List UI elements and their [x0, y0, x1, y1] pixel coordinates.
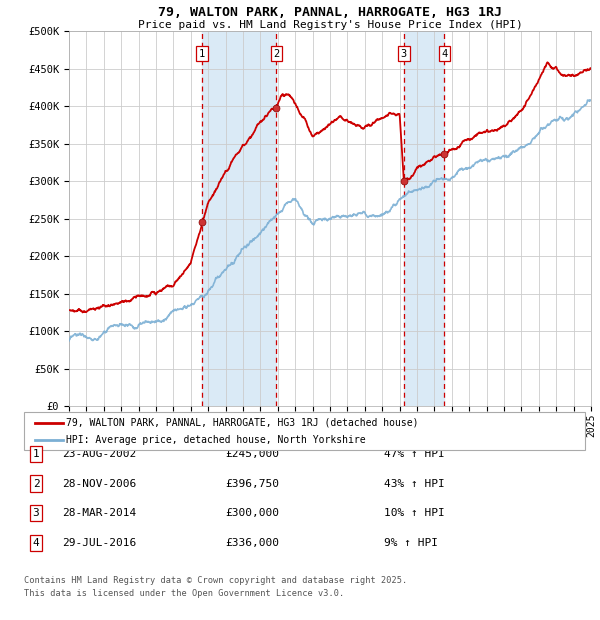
- Text: £396,750: £396,750: [225, 479, 279, 489]
- Text: 3: 3: [32, 508, 40, 518]
- Text: Contains HM Land Registry data © Crown copyright and database right 2025.: Contains HM Land Registry data © Crown c…: [24, 575, 407, 585]
- Text: 9% ↑ HPI: 9% ↑ HPI: [384, 538, 438, 548]
- Text: 28-MAR-2014: 28-MAR-2014: [62, 508, 136, 518]
- Text: Price paid vs. HM Land Registry's House Price Index (HPI): Price paid vs. HM Land Registry's House …: [137, 20, 523, 30]
- Bar: [202, 31, 276, 406]
- Text: £300,000: £300,000: [225, 508, 279, 518]
- Bar: [404, 31, 445, 406]
- Text: 23-AUG-2002: 23-AUG-2002: [62, 449, 136, 459]
- Text: 4: 4: [442, 48, 448, 58]
- Text: 3: 3: [401, 48, 407, 58]
- Text: 2: 2: [32, 479, 40, 489]
- Text: 79, WALTON PARK, PANNAL, HARROGATE, HG3 1RJ: 79, WALTON PARK, PANNAL, HARROGATE, HG3 …: [158, 6, 502, 19]
- Text: 4: 4: [32, 538, 40, 548]
- Text: 1: 1: [199, 48, 205, 58]
- Text: 79, WALTON PARK, PANNAL, HARROGATE, HG3 1RJ (detached house): 79, WALTON PARK, PANNAL, HARROGATE, HG3 …: [66, 418, 419, 428]
- Text: 47% ↑ HPI: 47% ↑ HPI: [384, 449, 445, 459]
- Text: 10% ↑ HPI: 10% ↑ HPI: [384, 508, 445, 518]
- Text: 28-NOV-2006: 28-NOV-2006: [62, 479, 136, 489]
- Text: HPI: Average price, detached house, North Yorkshire: HPI: Average price, detached house, Nort…: [66, 435, 365, 445]
- Text: 2: 2: [273, 48, 280, 58]
- Text: This data is licensed under the Open Government Licence v3.0.: This data is licensed under the Open Gov…: [24, 589, 344, 598]
- Text: 1: 1: [32, 449, 40, 459]
- Text: 29-JUL-2016: 29-JUL-2016: [62, 538, 136, 548]
- Text: 43% ↑ HPI: 43% ↑ HPI: [384, 479, 445, 489]
- Text: £336,000: £336,000: [225, 538, 279, 548]
- Text: £245,000: £245,000: [225, 449, 279, 459]
